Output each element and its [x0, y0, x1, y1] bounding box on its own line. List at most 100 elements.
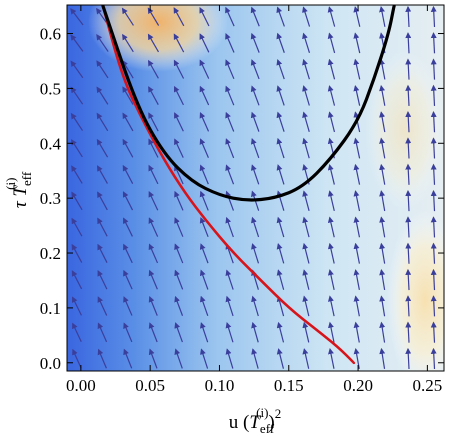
field-arrow [123, 296, 133, 316]
field-arrow [250, 59, 260, 80]
field-arrow [123, 269, 133, 290]
field-arrow [225, 85, 235, 106]
field-arrow [96, 112, 109, 132]
field-arrow [430, 32, 437, 54]
field-arrow [405, 295, 412, 317]
field-arrow [174, 295, 184, 316]
field-arrow [225, 295, 234, 317]
field-arrow [302, 137, 310, 159]
field-arrow [174, 217, 184, 237]
field-arrow [353, 269, 360, 291]
field-arrow [70, 60, 84, 79]
field-arrow [302, 216, 310, 238]
field-arrow [379, 295, 386, 317]
field-arrow [148, 164, 159, 185]
field-arrow [430, 84, 437, 106]
y-tick-label: 0.4 [40, 134, 62, 153]
field-arrow [353, 321, 360, 343]
field-arrow [327, 163, 335, 185]
field-arrow [199, 164, 209, 185]
field-arrow [147, 33, 160, 53]
field-arrow [251, 243, 260, 264]
field-arrow [200, 348, 209, 369]
field-arrow [225, 190, 234, 211]
field-arrow [353, 242, 361, 264]
field-arrow [122, 112, 134, 132]
field-arrow [122, 164, 134, 184]
field-arrow [405, 111, 412, 133]
y-tick-label: 0.6 [40, 25, 61, 44]
field-arrow [199, 33, 210, 53]
y-tick-label: 0.0 [40, 354, 61, 373]
field-arrow [250, 32, 260, 53]
field-arrow [327, 111, 336, 133]
field-arrow [70, 8, 84, 26]
field-arrow [379, 84, 386, 106]
field-arrow [70, 86, 84, 105]
field-arrow [148, 191, 159, 211]
field-arrow [276, 242, 285, 264]
y-tick-label: 0.1 [40, 299, 61, 318]
field-arrow [327, 32, 336, 54]
field-arrow [430, 242, 437, 264]
field-arrow [353, 84, 361, 106]
field-arrow [276, 348, 284, 369]
y-tick-label: 0.2 [40, 244, 61, 263]
field-arrow [276, 6, 285, 27]
field-arrow [200, 322, 209, 343]
field-arrow [405, 189, 412, 212]
field-arrow [122, 33, 134, 53]
field-arrow [405, 216, 412, 238]
field-arrow [405, 242, 412, 264]
field-arrow [225, 33, 235, 53]
x-axis-title: u (Teff(i))2 [229, 405, 281, 436]
field-arrow [199, 85, 210, 106]
field-arrow [430, 321, 437, 343]
field-arrow [148, 269, 158, 290]
x-axis-ticks: 0.00 0.05 0.10 0.15 0.20 0.25 [66, 5, 442, 395]
field-arrow [174, 269, 184, 290]
y-tick-label: 0.5 [40, 79, 61, 98]
field-arrow [302, 32, 311, 54]
y-tick-label: 0.3 [40, 189, 61, 208]
red-curve [101, 5, 356, 365]
field-arrow [379, 163, 386, 185]
field-arrow [379, 321, 386, 343]
field-arrow [225, 164, 235, 185]
field-arrow [302, 321, 310, 343]
field-arrow [148, 86, 159, 106]
field-arrow [148, 243, 159, 264]
field-arrow [71, 243, 83, 263]
field-arrow [251, 295, 259, 317]
field-arrow [71, 165, 83, 184]
x-tick-label: 0.10 [205, 376, 235, 395]
vector-field-arrows [70, 5, 437, 370]
field-arrow [276, 137, 285, 159]
field-arrow [302, 348, 310, 369]
field-arrow [327, 6, 336, 27]
y-axis-ticks: 0.0 0.1 0.2 0.3 0.4 0.5 0.6 [40, 25, 444, 373]
field-arrow [405, 268, 412, 291]
field-arrow [72, 296, 82, 316]
x-tick-label: 0.25 [412, 376, 442, 395]
field-arrow [430, 137, 437, 159]
field-arrow [405, 58, 412, 80]
field-arrow [328, 348, 335, 369]
field-arrow [96, 60, 109, 79]
field-arrow [251, 321, 259, 343]
field-arrow [251, 348, 259, 369]
field-arrow [302, 295, 310, 317]
field-arrow [353, 295, 360, 317]
field-arrow [122, 138, 134, 158]
field-arrow [199, 6, 210, 27]
field-arrow [72, 322, 82, 342]
field-arrow [123, 348, 133, 369]
field-arrow [225, 269, 234, 290]
field-arrow [70, 34, 84, 52]
field-arrow [250, 111, 260, 132]
field-arrow [225, 138, 235, 159]
field-arrow [327, 190, 335, 212]
field-arrow [353, 6, 361, 27]
field-arrow [71, 217, 83, 237]
